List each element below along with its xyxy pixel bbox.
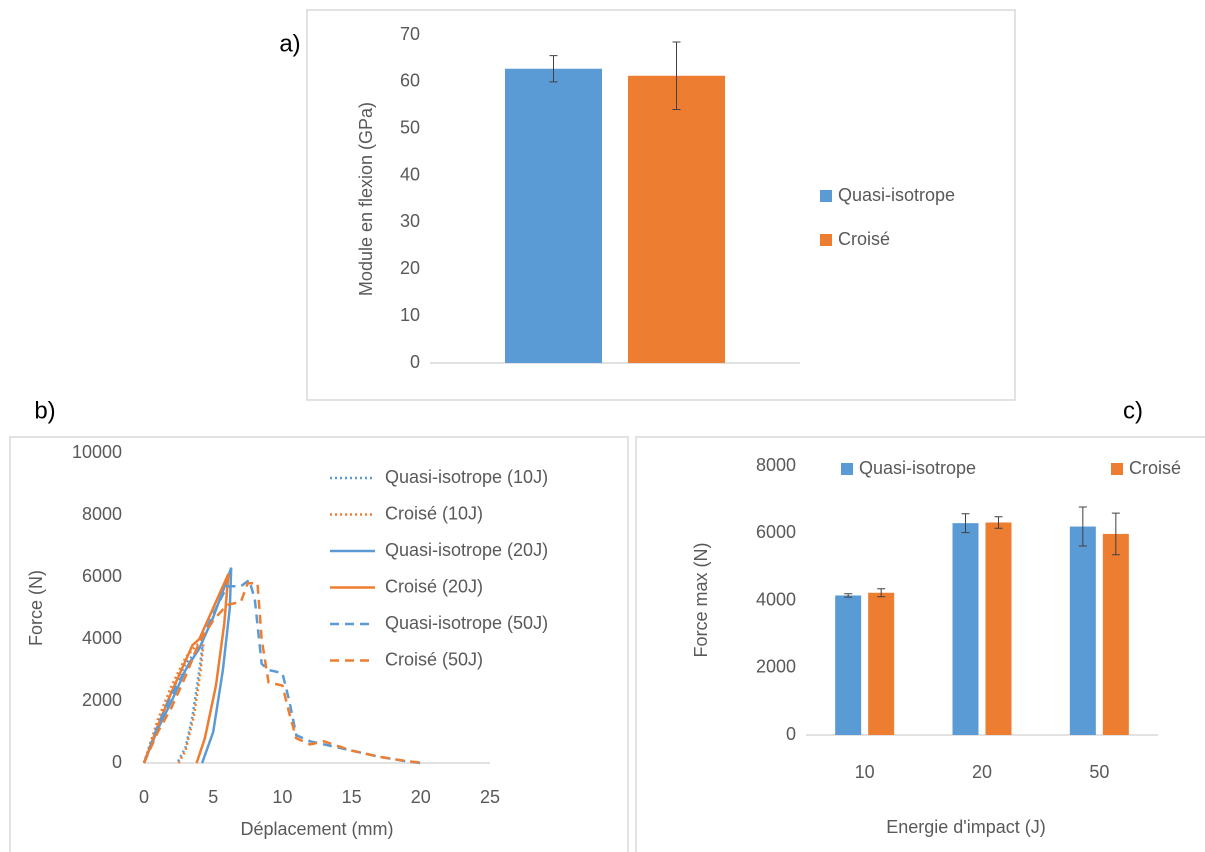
legend-label: Quasi-isotrope (50J) xyxy=(385,613,548,633)
y-tick-label: 20 xyxy=(400,258,420,278)
error-bar xyxy=(844,593,853,598)
error-bar xyxy=(1078,506,1087,547)
bar xyxy=(835,595,862,735)
y-tick-label: 50 xyxy=(400,117,420,137)
x-tick-label: 20 xyxy=(411,787,431,807)
y-tick-label: 4000 xyxy=(82,628,122,648)
legend-label: Croisé xyxy=(838,229,890,249)
legend-label: Croisé (10J) xyxy=(385,503,483,523)
error-bar xyxy=(672,41,681,111)
error-bar xyxy=(994,516,1003,529)
y-tick-label: 8000 xyxy=(82,504,122,524)
panel-frame xyxy=(635,436,1205,852)
y-tick-label: 0 xyxy=(112,752,122,772)
bar xyxy=(952,523,979,735)
x-tick-label: 25 xyxy=(480,787,500,807)
bar xyxy=(985,522,1012,735)
y-axis-title: Force max (N) xyxy=(691,542,711,657)
panel-frame xyxy=(9,436,629,852)
x-tick-label: 50 xyxy=(1089,762,1109,782)
error-bar xyxy=(549,55,558,83)
x-axis-title: Déplacement (mm) xyxy=(240,819,393,839)
x-tick-label: 20 xyxy=(972,762,992,782)
legend-swatch xyxy=(820,190,832,202)
y-axis-title: Module en flexion (GPa) xyxy=(356,102,376,296)
panel-label: b) xyxy=(34,397,55,424)
x-axis-title: Energie d'impact (J) xyxy=(886,817,1046,837)
x-tick-label: 10 xyxy=(855,762,875,782)
bar xyxy=(628,75,725,363)
bar xyxy=(868,592,895,735)
y-tick-label: 2000 xyxy=(82,690,122,710)
error-bar xyxy=(877,588,886,598)
y-tick-label: 30 xyxy=(400,211,420,231)
y-tick-label: 40 xyxy=(400,164,420,184)
legend-label: Quasi-isotrope xyxy=(838,185,955,205)
panel-label: c) xyxy=(1123,397,1143,424)
error-bar xyxy=(961,513,970,534)
bar xyxy=(1069,526,1096,735)
legend-label: Quasi-isotrope (10J) xyxy=(385,467,548,487)
legend-swatch xyxy=(820,234,832,246)
legend-label: Quasi-isotrope xyxy=(859,458,976,478)
y-tick-label: 60 xyxy=(400,71,420,91)
y-tick-label: 8000 xyxy=(756,455,796,475)
x-tick-label: 15 xyxy=(342,787,362,807)
y-tick-label: 0 xyxy=(786,724,796,744)
legend-label: Croisé (20J) xyxy=(385,576,483,596)
legend-swatch xyxy=(1111,463,1123,475)
x-tick-label: 0 xyxy=(139,787,149,807)
legend-label: Quasi-isotrope (20J) xyxy=(385,540,548,560)
legend-label: Croisé xyxy=(1129,458,1181,478)
line-series xyxy=(142,573,230,764)
y-tick-label: 2000 xyxy=(756,657,796,677)
line-series xyxy=(142,581,426,765)
y-tick-label: 10 xyxy=(400,305,420,325)
y-tick-label: 70 xyxy=(400,24,420,44)
x-tick-label: 10 xyxy=(272,787,292,807)
error-bar xyxy=(1111,512,1120,556)
line-series xyxy=(142,640,205,764)
x-tick-label: 5 xyxy=(208,787,218,807)
y-tick-label: 6000 xyxy=(82,566,122,586)
panel-frame xyxy=(306,9,1016,401)
bar xyxy=(505,68,602,363)
y-tick-label: 6000 xyxy=(756,522,796,542)
panel-label: a) xyxy=(279,30,300,57)
bar xyxy=(1102,533,1129,735)
y-tick-label: 10000 xyxy=(72,442,122,462)
y-tick-label: 4000 xyxy=(756,589,796,609)
y-tick-label: 0 xyxy=(410,352,420,372)
legend-swatch xyxy=(841,463,853,475)
legend-label: Croisé (50J) xyxy=(385,649,483,669)
y-axis-title: Force (N) xyxy=(26,570,46,646)
